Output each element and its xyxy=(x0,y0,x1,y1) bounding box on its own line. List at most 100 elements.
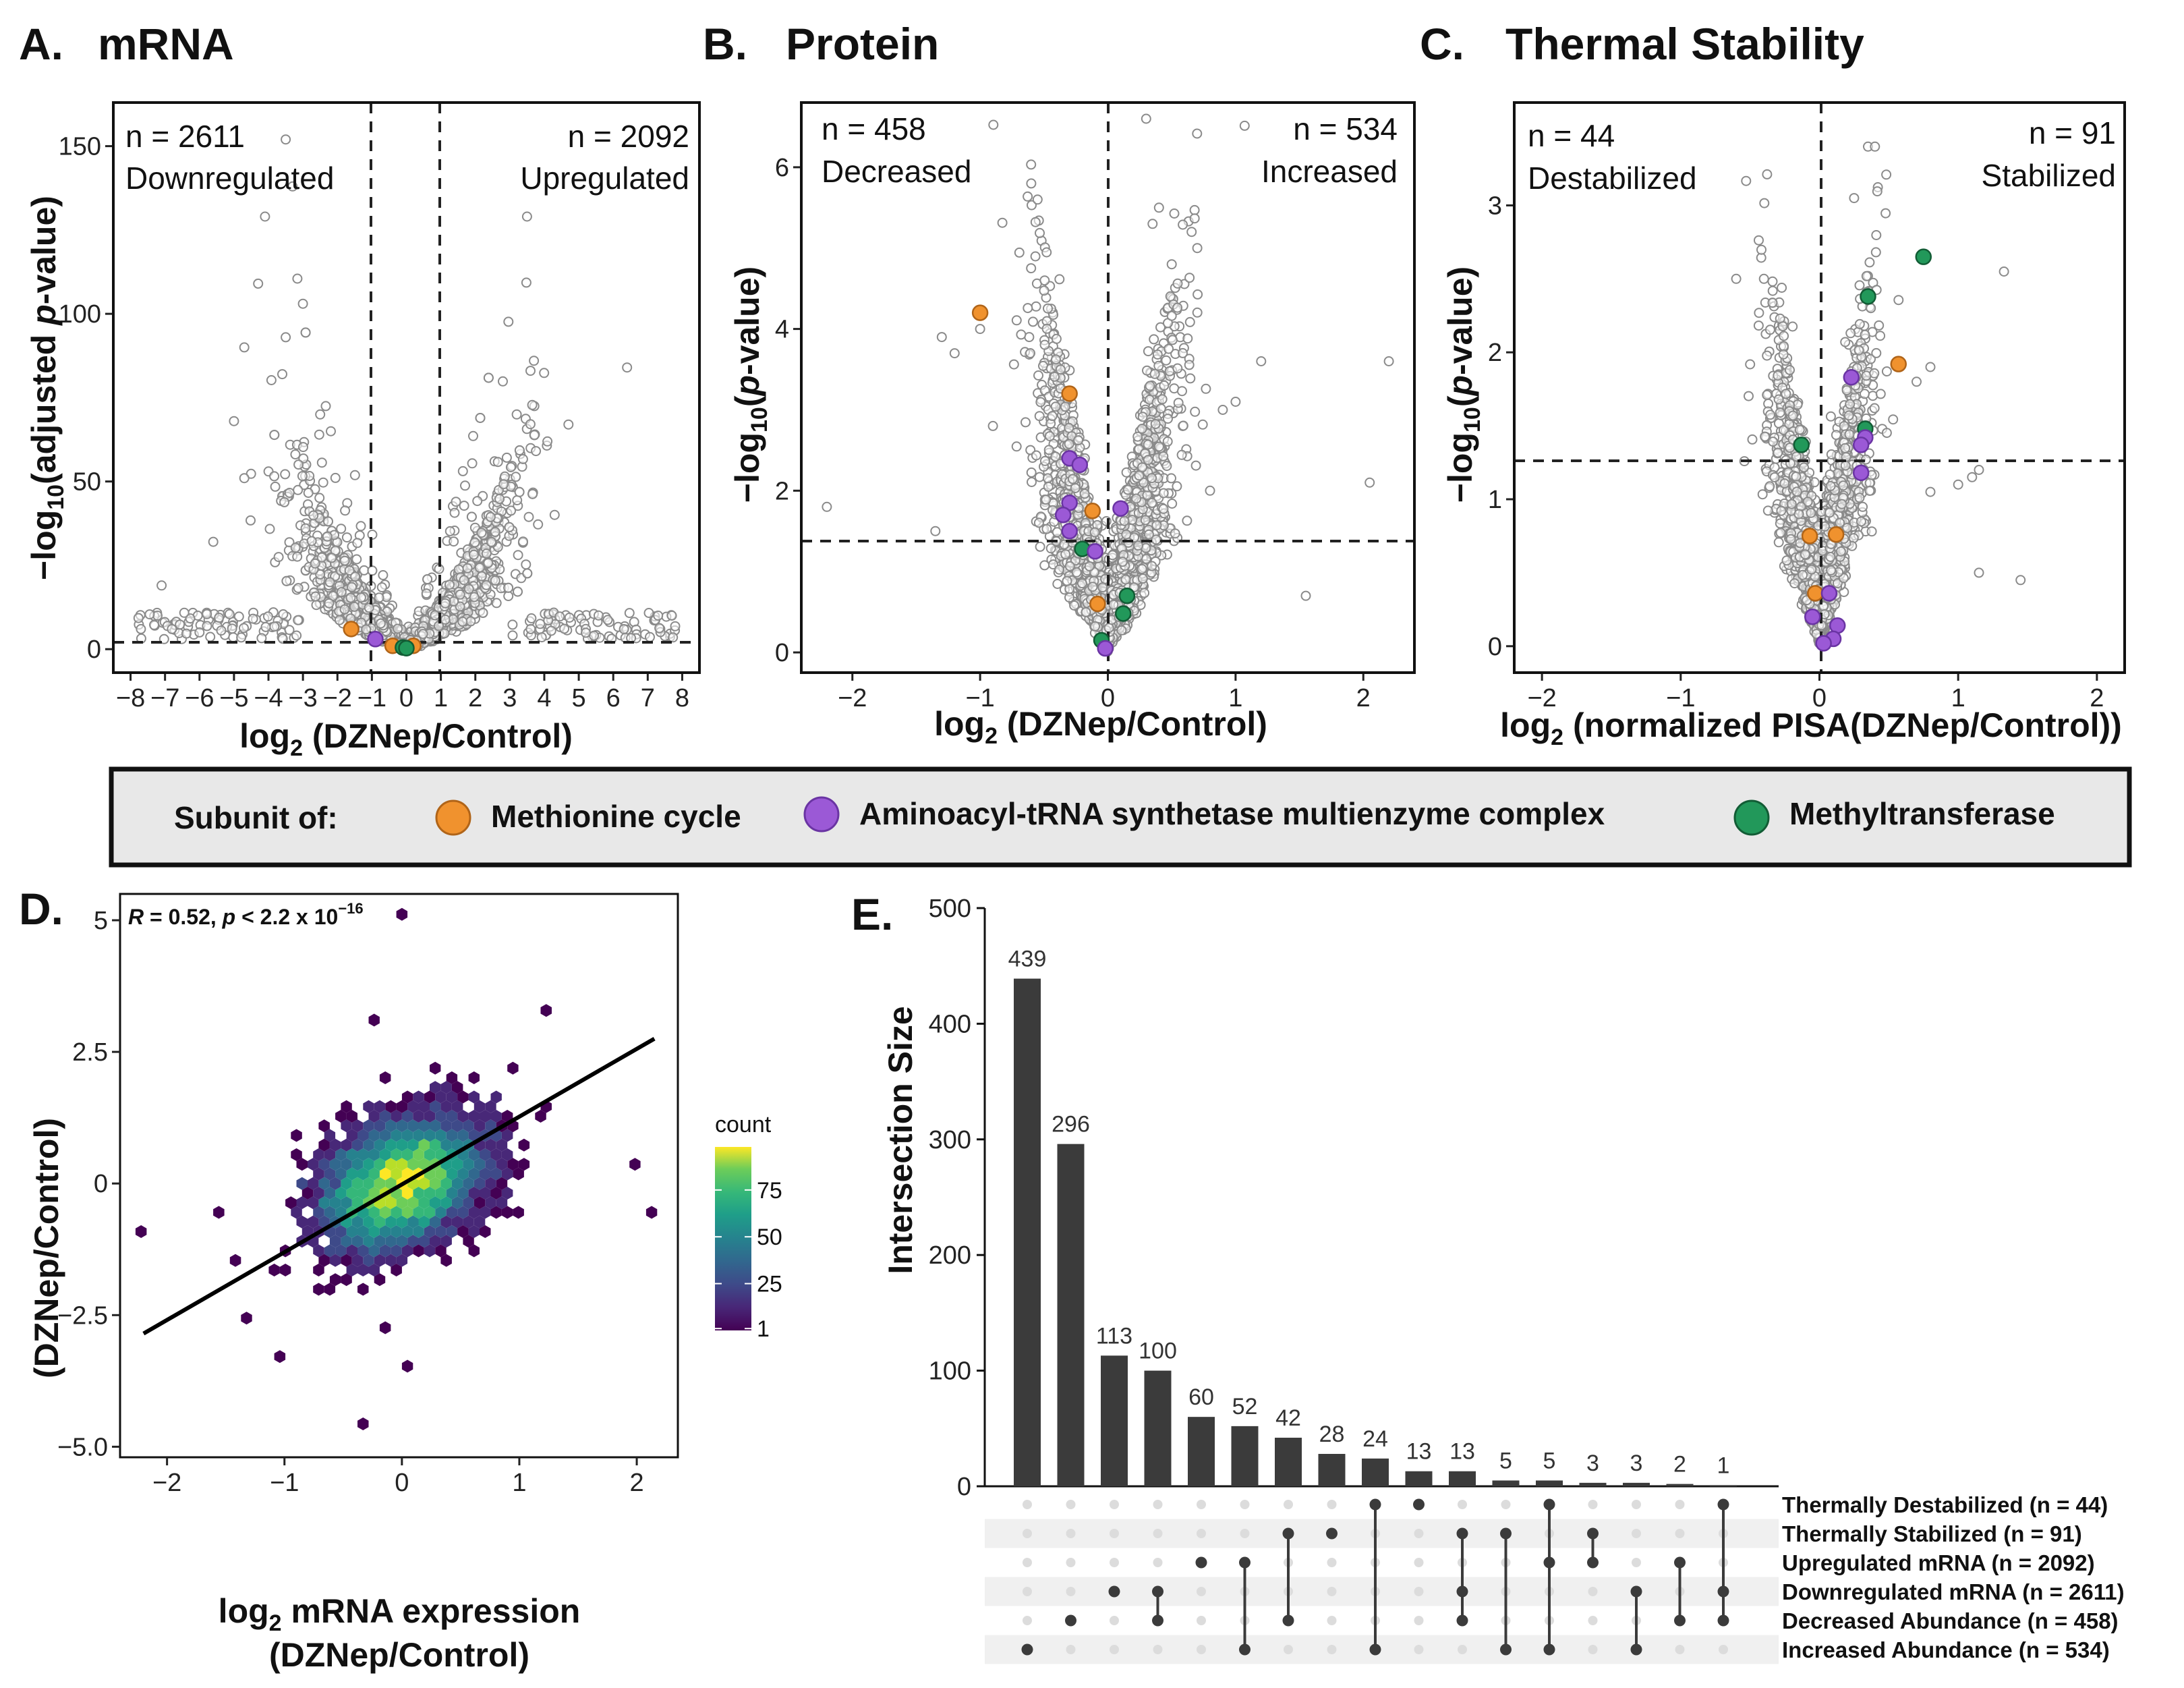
data-point xyxy=(483,558,494,569)
data-point xyxy=(339,555,350,566)
data-point xyxy=(1035,541,1045,552)
data-point xyxy=(1163,343,1174,354)
data-point xyxy=(347,582,357,592)
data-point xyxy=(320,401,331,412)
data-point xyxy=(1031,450,1041,461)
data-point xyxy=(314,429,324,440)
data-point xyxy=(469,549,479,560)
data-point xyxy=(352,538,363,548)
data-point xyxy=(359,565,370,575)
data-point xyxy=(533,519,544,530)
data-point xyxy=(264,524,275,534)
data-point xyxy=(581,627,591,638)
data-point xyxy=(1054,564,1065,575)
data-point xyxy=(1152,349,1163,360)
data-point xyxy=(269,621,280,632)
data-point xyxy=(1161,461,1172,472)
data-point xyxy=(1192,128,1203,139)
x-tick-label: 0 xyxy=(399,684,413,712)
data-point xyxy=(334,615,345,625)
data-point xyxy=(1157,394,1168,405)
data-point xyxy=(269,471,280,482)
data-point xyxy=(498,479,509,490)
data-point xyxy=(205,631,216,642)
data-point xyxy=(514,486,525,497)
data-point xyxy=(278,609,289,619)
data-point xyxy=(233,611,244,622)
x-tick-label: −5 xyxy=(219,684,248,712)
data-point xyxy=(422,574,433,585)
data-point xyxy=(1021,417,1031,428)
data-point xyxy=(1034,472,1045,482)
data-point xyxy=(527,488,538,499)
data-point xyxy=(1041,247,1052,258)
data-point xyxy=(330,472,341,483)
data-point xyxy=(459,501,469,511)
data-point xyxy=(531,446,542,457)
data-point xyxy=(997,217,1008,228)
data-point xyxy=(654,623,665,634)
data-point xyxy=(1166,310,1177,321)
data-point xyxy=(498,376,508,387)
data-point xyxy=(1023,191,1033,202)
data-point xyxy=(1172,278,1183,289)
data-point xyxy=(1025,348,1035,358)
data-point xyxy=(1051,333,1062,344)
data-point xyxy=(481,548,492,559)
data-point xyxy=(336,524,347,534)
data-point xyxy=(476,528,487,538)
data-point xyxy=(469,537,480,548)
data-point xyxy=(291,630,302,641)
data-point xyxy=(273,552,284,563)
data-point xyxy=(350,571,361,582)
data-point xyxy=(517,454,528,464)
data-point xyxy=(316,457,327,468)
data-point xyxy=(1172,302,1183,313)
data-point xyxy=(1143,346,1153,357)
data-point xyxy=(444,580,455,590)
data-point xyxy=(1167,499,1178,509)
data-point xyxy=(269,430,280,441)
data-point xyxy=(208,536,219,547)
data-point xyxy=(216,625,227,636)
data-point xyxy=(1033,370,1043,381)
data-point xyxy=(214,613,225,623)
x-tick-label: −1 xyxy=(357,684,386,712)
data-point xyxy=(1026,467,1037,478)
data-point xyxy=(527,399,538,410)
data-point xyxy=(491,598,502,609)
data-point xyxy=(622,362,633,373)
data-point xyxy=(367,565,378,576)
y-tick-label: 50 xyxy=(73,468,101,497)
data-point xyxy=(602,615,613,625)
data-point xyxy=(202,609,212,619)
data-point xyxy=(1028,316,1038,327)
data-point xyxy=(449,536,459,547)
data-point xyxy=(300,523,311,534)
data-point xyxy=(1172,481,1182,492)
data-point xyxy=(465,616,476,627)
data-point xyxy=(326,553,337,563)
data-point xyxy=(503,316,514,327)
data-point xyxy=(1043,482,1054,492)
panel-a-title: mRNA xyxy=(98,19,234,69)
data-point xyxy=(315,409,326,420)
data-point xyxy=(624,608,635,619)
data-point xyxy=(1039,275,1050,286)
panel-a-right-label: Upregulated xyxy=(520,161,689,196)
data-point xyxy=(1026,159,1037,170)
data-point xyxy=(1008,359,1019,370)
data-point xyxy=(490,575,500,586)
data-point xyxy=(1055,364,1066,375)
data-point xyxy=(546,625,556,636)
data-point xyxy=(339,604,350,615)
data-point xyxy=(262,611,273,622)
highlight-point xyxy=(343,621,360,638)
data-point xyxy=(1122,484,1133,495)
data-point xyxy=(340,505,351,516)
data-point xyxy=(478,607,488,618)
data-point xyxy=(281,332,291,343)
data-point xyxy=(476,571,487,582)
data-point xyxy=(1014,247,1025,258)
